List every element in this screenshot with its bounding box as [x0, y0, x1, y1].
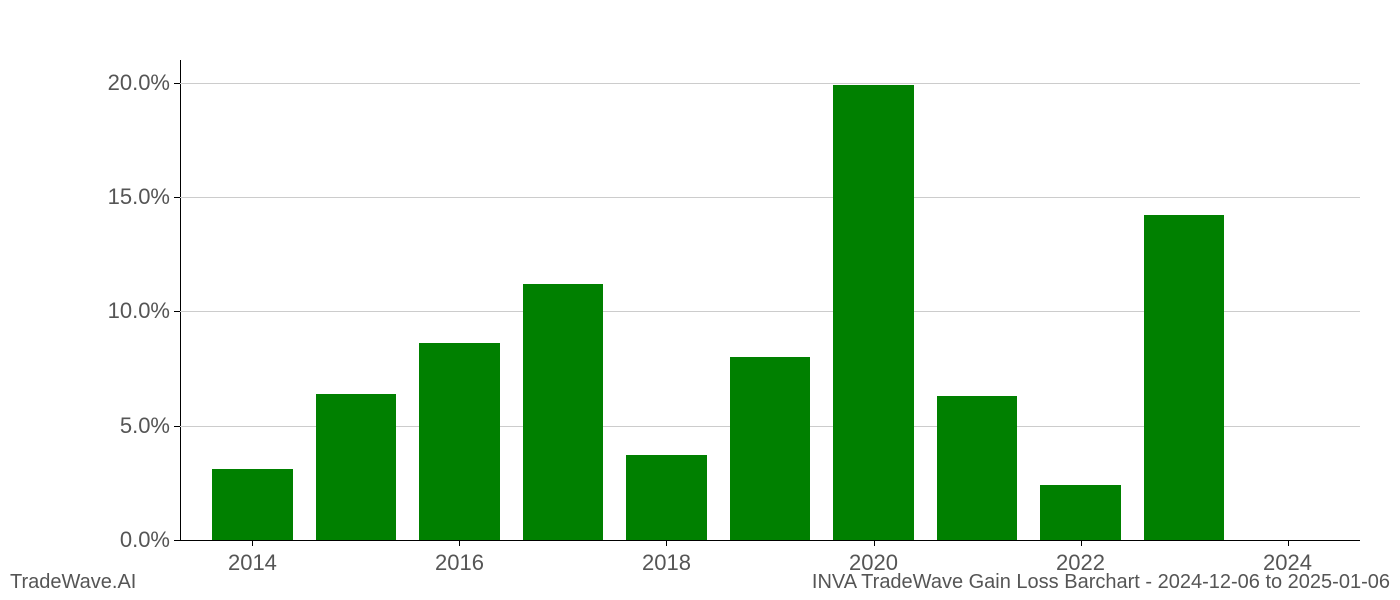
bar [316, 394, 397, 540]
y-tick-mark [174, 540, 180, 541]
bar [833, 85, 914, 540]
x-tick-mark [459, 540, 460, 546]
bar [626, 455, 707, 540]
y-tick-label: 15.0% [10, 184, 170, 210]
footer-right-label: INVA TradeWave Gain Loss Barchart - 2024… [812, 571, 1390, 594]
x-axis [180, 540, 1360, 541]
chart-container: 0.0%5.0%10.0%15.0%20.0% 2014201620182020… [0, 0, 1400, 600]
bar [1144, 215, 1225, 540]
y-tick-label: 10.0% [10, 298, 170, 324]
x-tick-mark [1081, 540, 1082, 546]
x-tick-label: 2018 [642, 550, 691, 576]
x-tick-mark [874, 540, 875, 546]
bar [212, 469, 293, 540]
bar [419, 343, 500, 540]
plot-area [180, 60, 1360, 540]
bar [523, 284, 604, 540]
x-tick-mark [666, 540, 667, 546]
y-tick-label: 5.0% [10, 413, 170, 439]
x-tick-mark [252, 540, 253, 546]
bar [1040, 485, 1121, 540]
y-tick-label: 0.0% [10, 527, 170, 553]
bar [730, 357, 811, 540]
footer-left-label: TradeWave.AI [10, 571, 136, 594]
x-tick-label: 2016 [435, 550, 484, 576]
y-tick-label: 20.0% [10, 70, 170, 96]
x-tick-mark [1288, 540, 1289, 546]
bar [937, 396, 1018, 540]
x-tick-label: 2014 [228, 550, 277, 576]
